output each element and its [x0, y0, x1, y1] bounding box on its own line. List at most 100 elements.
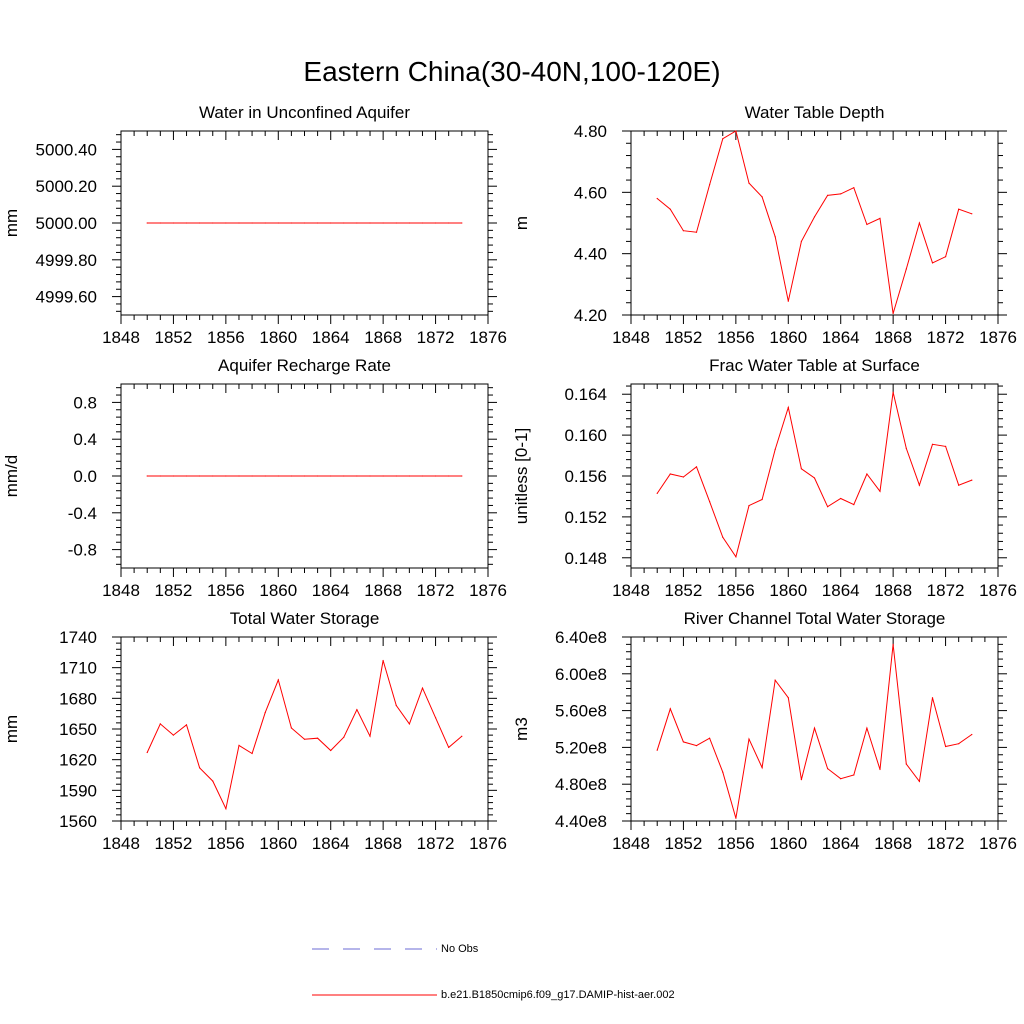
data-point: [290, 222, 292, 224]
data-point: [892, 391, 894, 393]
data-point: [421, 687, 424, 689]
data-point: [290, 727, 292, 729]
data-point: [879, 217, 881, 219]
data-point: [448, 475, 450, 477]
plot-frame: [120, 636, 489, 822]
x-tick-label: 1852: [665, 581, 703, 600]
y-axis-label: mm/d: [2, 455, 21, 498]
data-point: [800, 779, 803, 781]
y-tick-label: 1740: [59, 628, 97, 647]
data-point: [748, 182, 750, 184]
y-tick-label: 1620: [59, 751, 97, 770]
data-point: [761, 767, 763, 769]
x-tick-label: 1868: [874, 834, 912, 853]
y-tick-label: 0.148: [564, 549, 607, 568]
x-tick-label: 1872: [927, 834, 965, 853]
data-point: [800, 240, 803, 242]
data-point: [787, 697, 789, 699]
data-point: [656, 749, 658, 751]
x-tick-label: 1856: [717, 834, 755, 853]
data-point: [905, 268, 907, 270]
y-tick-label: 6.40e8: [555, 628, 607, 647]
y-tick-label: 1590: [59, 781, 97, 800]
x-tick-label: 1872: [927, 328, 965, 347]
x-tick-label: 1860: [259, 581, 297, 600]
data-point: [369, 222, 371, 224]
data-point: [159, 475, 161, 477]
data-point: [748, 738, 750, 740]
x-tick-label: 1864: [312, 328, 350, 347]
data-point: [303, 738, 306, 740]
y-tick-label: 5000.20: [36, 177, 97, 196]
data-point: [958, 208, 960, 210]
data-point: [656, 492, 658, 494]
data-point: [669, 708, 671, 710]
data-point: [813, 477, 816, 479]
x-tick-label: 1860: [769, 328, 807, 347]
data-point: [709, 184, 711, 186]
x-tick-label: 1876: [469, 581, 507, 600]
data-point: [892, 643, 894, 646]
data-point: [238, 222, 240, 224]
y-tick-label: 0.160: [564, 426, 607, 445]
data-point: [185, 475, 188, 477]
data-point: [827, 768, 829, 770]
x-tick-label: 1852: [155, 581, 193, 600]
data-point: [735, 556, 737, 558]
y-tick-label: 1650: [59, 720, 97, 739]
data-point: [971, 479, 973, 481]
data-point: [656, 197, 658, 200]
x-tick-label: 1868: [874, 581, 912, 600]
data-point: [225, 808, 227, 810]
data-point: [461, 222, 463, 224]
x-tick-label: 1868: [874, 328, 912, 347]
y-axis-label: unitless [0-1]: [512, 428, 531, 524]
y-axis-label: mm: [2, 209, 21, 237]
chart-panel-4: Frac Water Table at Surface unitless [0-1…: [512, 356, 1017, 600]
y-axis-label: m3: [512, 717, 531, 741]
data-point: [435, 222, 437, 224]
data-point: [356, 222, 358, 224]
x-tick-label: 1852: [665, 834, 703, 853]
data-point: [748, 505, 750, 507]
data-point: [395, 704, 397, 707]
plot-frame: [630, 130, 999, 316]
x-tick-label: 1856: [207, 581, 245, 600]
x-tick-label: 1876: [469, 834, 507, 853]
data-point: [918, 222, 921, 224]
y-tick-label: 5.20e8: [555, 738, 607, 757]
data-point: [251, 475, 253, 477]
y-tick-label: 5000.00: [36, 214, 97, 233]
x-tick-label: 1856: [717, 581, 755, 600]
y-tick-label: 4999.60: [36, 288, 97, 307]
data-point: [735, 130, 737, 132]
chart-panel-2: Water Table Depth m 1848 1852 1856 1860 1864 18…: [512, 103, 1017, 347]
x-tick-label: 1872: [417, 834, 455, 853]
data-point: [172, 734, 174, 736]
data-point: [879, 490, 881, 492]
data-point: [945, 745, 947, 748]
x-tick-label: 1848: [102, 328, 140, 347]
data-point: [905, 763, 907, 765]
data-point: [369, 735, 371, 737]
data-point: [695, 745, 698, 747]
data-point: [343, 736, 345, 738]
data-point: [277, 222, 279, 224]
data-point: [421, 475, 424, 477]
plot-frame: [630, 383, 999, 569]
data-point: [185, 724, 188, 726]
x-tick-label: 1856: [207, 328, 245, 347]
y-tick-label: 4.80: [574, 122, 607, 141]
data-point: [866, 223, 868, 226]
data-point: [879, 768, 881, 771]
chart-panel-6: River Channel Total Water Storage m3 1848 1…: [512, 609, 1017, 853]
x-tick-label: 1872: [417, 581, 455, 600]
chart-panel-3: Aquifer Recharge Rate mm/d 1848 1852 1856 186…: [2, 356, 507, 600]
data-point: [800, 468, 803, 470]
page-title: Eastern China(30-40N,100-120E): [303, 56, 721, 87]
data-point: [212, 222, 214, 224]
data-point: [695, 231, 698, 233]
data-point: [669, 208, 671, 210]
data-point: [918, 484, 921, 486]
data-point: [303, 475, 306, 477]
